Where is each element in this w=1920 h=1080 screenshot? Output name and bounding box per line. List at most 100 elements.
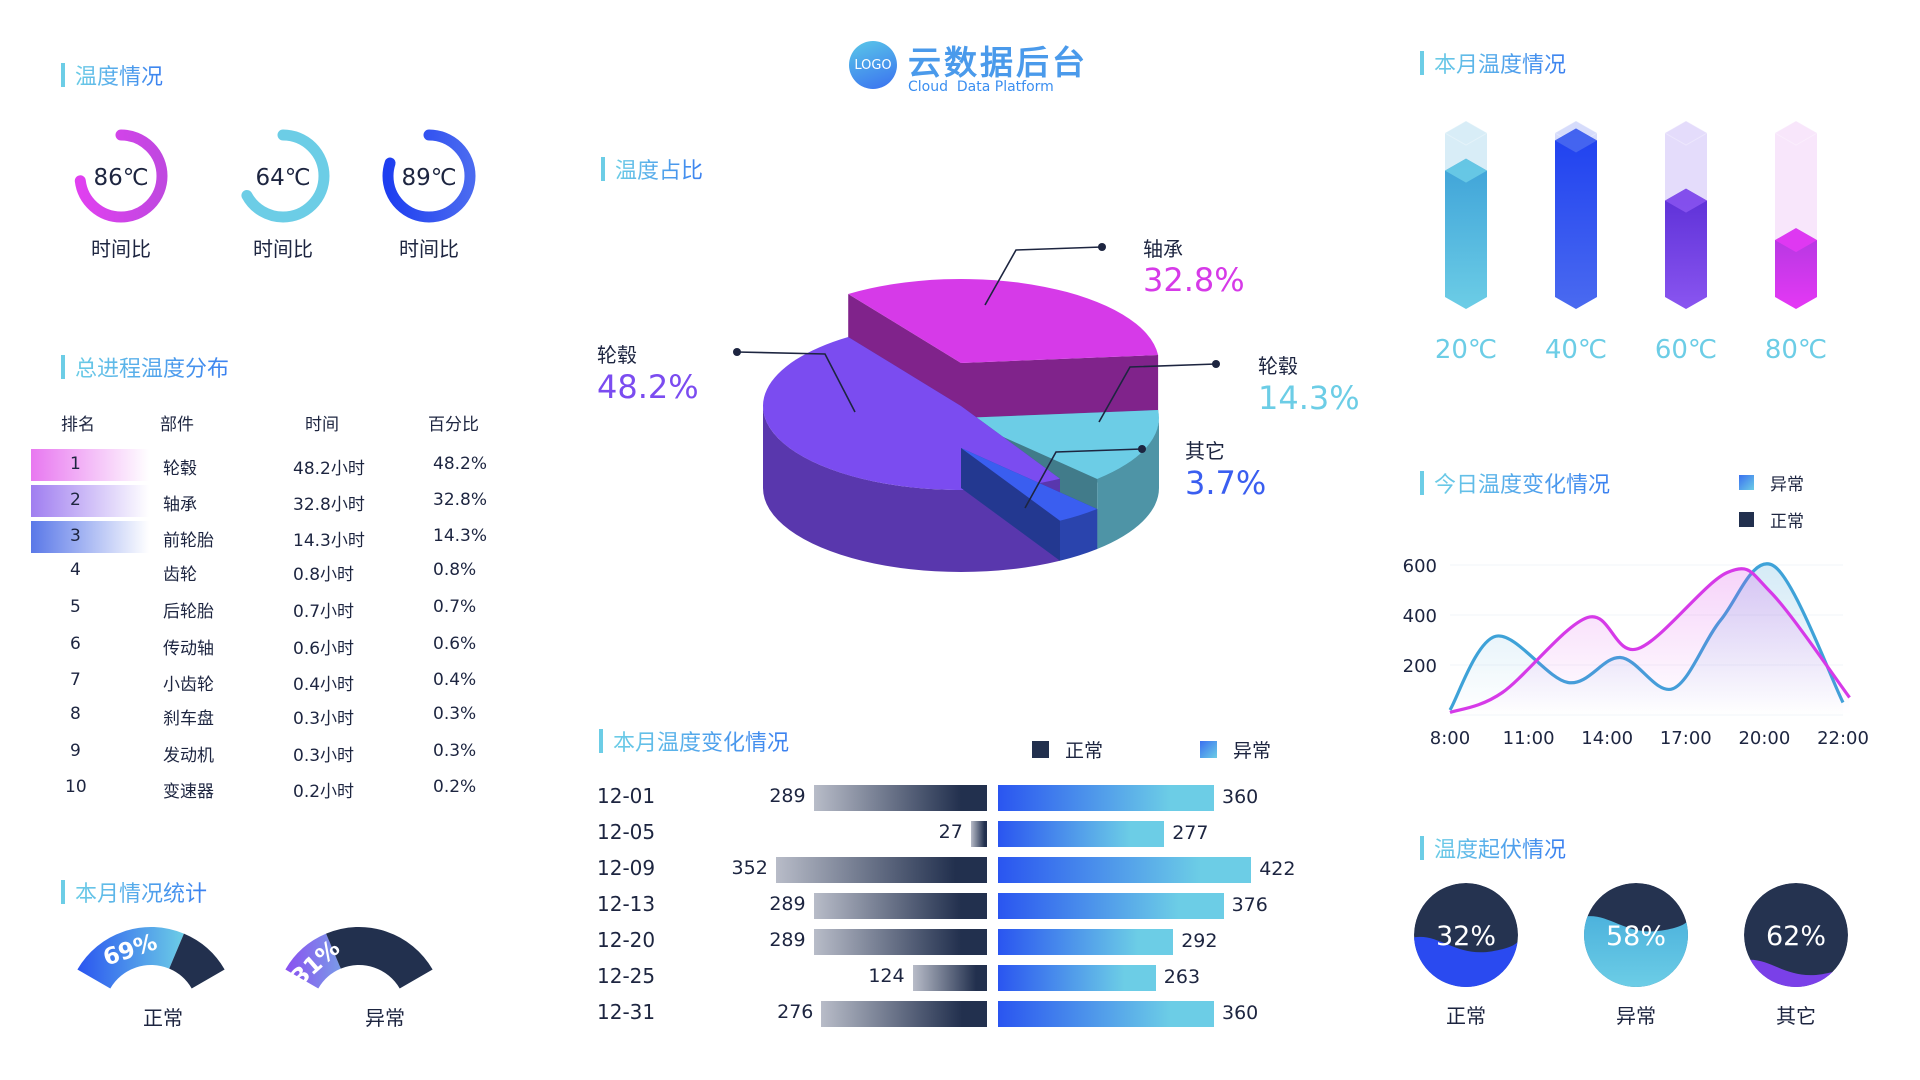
x-tick-label: 11:00 bbox=[1503, 728, 1555, 749]
bar-normal-value: 352 bbox=[731, 857, 768, 879]
pie-label-name: 其它 bbox=[1185, 439, 1225, 463]
cell: 0.2小时 bbox=[293, 782, 355, 802]
cell: 4 bbox=[70, 560, 81, 580]
legend-swatch bbox=[1739, 512, 1754, 527]
bar-abnormal-value: 376 bbox=[1231, 894, 1268, 916]
donut-value: 89℃ bbox=[401, 165, 456, 191]
app-subtitle: Cloud Data Platform bbox=[908, 79, 1054, 95]
donut-arc bbox=[74, 129, 168, 223]
section-today-change: 今日温度变化情况 bbox=[1420, 469, 1610, 498]
section-pie: 温度占比 bbox=[601, 155, 703, 184]
cell: 发动机 bbox=[163, 746, 214, 766]
cylinder-fill-cap bbox=[1775, 228, 1817, 253]
cell: 变速器 bbox=[163, 782, 214, 802]
bar-normal-value: 289 bbox=[769, 893, 806, 915]
cylinder-fill bbox=[1445, 158, 1487, 309]
cylinder-0 bbox=[1443, 120, 1489, 309]
bar-abnormal bbox=[998, 785, 1214, 811]
cell: 0.3小时 bbox=[293, 709, 355, 729]
section-monthly-change: 本月温度变化情况 bbox=[599, 727, 789, 756]
ball-label: 其它 bbox=[1776, 1004, 1816, 1028]
ball-value: 62% bbox=[1766, 921, 1826, 952]
series-area bbox=[1450, 568, 1850, 715]
cell: 0.7小时 bbox=[293, 602, 355, 622]
table-row: 4 齿轮 0.8小时 0.8% bbox=[31, 555, 491, 587]
donut-arc bbox=[236, 129, 330, 223]
pie-label-value: 48.2% bbox=[597, 368, 699, 406]
x-tick-label: 22:00 bbox=[1817, 728, 1869, 749]
leader-line bbox=[984, 246, 1103, 306]
cell: 5 bbox=[70, 597, 81, 617]
pie-label-value: 3.7% bbox=[1185, 464, 1267, 502]
wave-ball-2 bbox=[1744, 883, 1848, 987]
table-row: 6 传动轴 0.6小时 0.6% bbox=[31, 629, 491, 661]
bar-normal bbox=[813, 929, 987, 955]
cell: 前轮胎 bbox=[163, 531, 214, 551]
bar-date: 12-25 bbox=[597, 964, 656, 988]
section-monthly-stats: 本月情况统计 bbox=[61, 878, 207, 907]
cell: 0.8% bbox=[433, 560, 477, 580]
leader-dot bbox=[1138, 445, 1146, 453]
section-fluctuation: 温度起伏情况 bbox=[1420, 834, 1566, 863]
cell: 轴承 bbox=[163, 495, 197, 515]
cylinder-fill-cap bbox=[1665, 188, 1707, 213]
bar-normal bbox=[970, 821, 987, 847]
cell: 0.3% bbox=[433, 704, 477, 724]
cell: 14.3% bbox=[433, 526, 488, 546]
legend-swatch bbox=[1032, 741, 1049, 758]
bar-abnormal-value: 360 bbox=[1222, 786, 1259, 808]
bar-date: 12-20 bbox=[597, 928, 656, 952]
cylinder-track-cap bbox=[1663, 120, 1709, 146]
pie-slice-3 bbox=[961, 448, 1098, 561]
x-tick-label: 17:00 bbox=[1660, 728, 1712, 749]
bar-normal-value: 27 bbox=[938, 821, 963, 843]
bar-date: 12-05 bbox=[597, 820, 656, 844]
pie-slice-side bbox=[762, 406, 1060, 572]
line-chart: 200 400 600 8:00 11:00 14:00 17:00 20:00 22:00 bbox=[1403, 556, 1869, 749]
cylinder-track-cap bbox=[1773, 120, 1819, 146]
cylinder-fill bbox=[1775, 228, 1817, 309]
cylinder-track-cap bbox=[1443, 120, 1489, 146]
cell: 1 bbox=[70, 454, 81, 474]
ball-value: 32% bbox=[1436, 921, 1496, 952]
y-tick-label: 200 bbox=[1403, 656, 1437, 677]
section-month-temp: 本月温度情况 bbox=[1420, 49, 1566, 78]
col-part: 部件 bbox=[160, 415, 194, 435]
ball-wave bbox=[1414, 931, 1518, 987]
bar-normal-value: 124 bbox=[868, 965, 905, 987]
ball-wave bbox=[1744, 954, 1848, 987]
gauge-rest-arc bbox=[169, 933, 225, 989]
cylinder-1 bbox=[1553, 120, 1599, 309]
cell: 10 bbox=[65, 777, 87, 797]
pie-slice-top bbox=[848, 279, 1159, 363]
pie-label-name: 轴承 bbox=[1143, 237, 1183, 261]
y-tick-label: 600 bbox=[1403, 556, 1437, 577]
bar-abnormal bbox=[998, 857, 1252, 883]
bar-normal bbox=[813, 785, 987, 811]
gauge-rest-arc bbox=[326, 927, 433, 989]
pie-slice-top bbox=[961, 448, 1098, 521]
cell: 传动轴 bbox=[163, 639, 214, 659]
rank-highlight bbox=[31, 521, 149, 553]
cell: 轮毂 bbox=[163, 459, 197, 479]
ball-wave bbox=[1584, 910, 1688, 987]
app-title: 云数据后台 bbox=[908, 43, 1088, 82]
table-row: 9 发动机 0.3小时 0.3% bbox=[31, 736, 491, 768]
bar-abnormal-value: 263 bbox=[1163, 966, 1201, 988]
y-tick-label: 400 bbox=[1403, 606, 1437, 627]
cell: 7 bbox=[70, 670, 81, 690]
legend-normal: 正常 bbox=[1032, 736, 1103, 763]
cell: 0.6% bbox=[433, 634, 477, 654]
leader-dot bbox=[1212, 360, 1220, 368]
legend-swatch bbox=[1200, 741, 1217, 758]
bar-abnormal-value: 360 bbox=[1222, 1002, 1259, 1024]
gauge-label: 异常 bbox=[365, 1006, 405, 1030]
cell: 9 bbox=[70, 741, 81, 761]
bar-date: 12-13 bbox=[597, 892, 656, 916]
series-line bbox=[1449, 567, 1851, 715]
cell: 齿轮 bbox=[163, 565, 197, 585]
cell: 刹车盘 bbox=[163, 709, 214, 729]
donut-arc bbox=[382, 129, 476, 223]
bar-normal-value: 276 bbox=[777, 1001, 814, 1023]
x-tick-label: 20:00 bbox=[1738, 728, 1790, 749]
